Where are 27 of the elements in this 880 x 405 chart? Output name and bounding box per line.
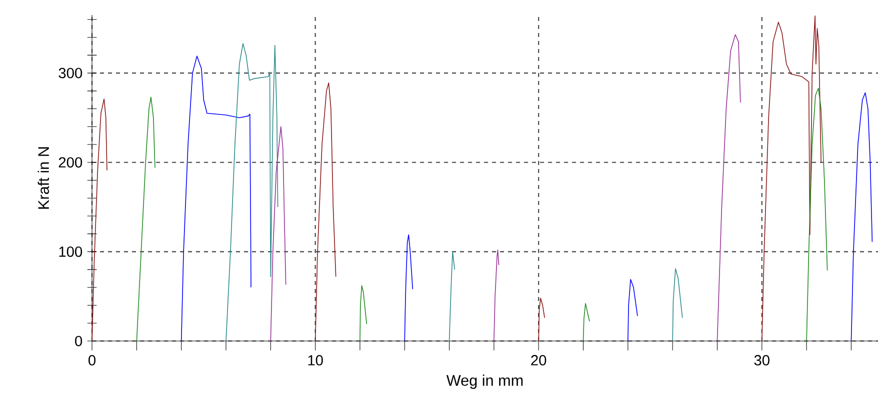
y-tick-label: 100 — [59, 246, 82, 257]
line-series — [226, 43, 278, 342]
x-tick-label: 10 — [308, 355, 323, 366]
line-series — [806, 88, 828, 342]
line-series — [270, 126, 286, 342]
line-series — [360, 285, 368, 342]
line-series — [582, 303, 590, 342]
line-series — [850, 92, 873, 342]
y-axis-title: Kraft in N — [38, 147, 50, 209]
x-tick-label: 20 — [531, 355, 546, 366]
y-tick-label: 300 — [58, 68, 82, 78]
line-series — [628, 278, 638, 342]
y-tick-label: 200 — [58, 157, 82, 168]
y-tick-label: 0 — [75, 336, 82, 346]
line-series — [761, 16, 822, 342]
line-series — [92, 98, 108, 342]
line-series — [314, 82, 336, 342]
line-series — [538, 298, 546, 342]
x-tick-label: 0 — [88, 355, 96, 366]
x-tick-label: 30 — [754, 355, 770, 366]
line-series — [716, 34, 741, 342]
line-series — [448, 251, 456, 342]
line-series — [494, 250, 500, 342]
line-series — [404, 234, 414, 342]
x-axis-title: Weg in mm — [446, 374, 523, 389]
line-series — [180, 56, 252, 342]
line-series — [672, 268, 683, 342]
